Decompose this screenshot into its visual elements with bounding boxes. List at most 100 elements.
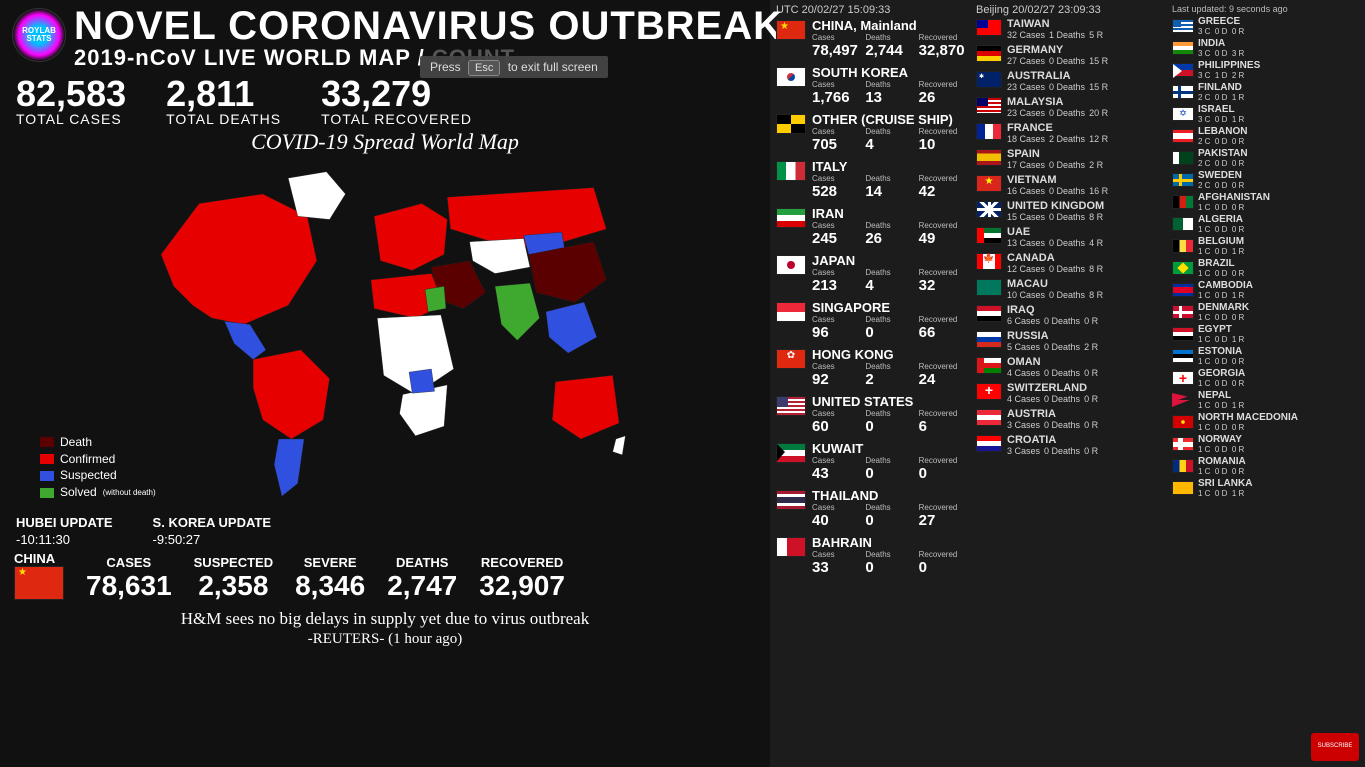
country-name: AUSTRALIA [1007, 70, 1164, 82]
flag-icon [1172, 195, 1194, 209]
country-name: BELGIUM [1198, 236, 1361, 247]
recovered-value: 27 [919, 512, 968, 529]
legend-swatch [40, 488, 54, 498]
china-stat-value: 8,346 [295, 570, 365, 602]
cases-text: 27 Cases [1007, 56, 1045, 66]
china-stat: DEATHS 2,747 [387, 555, 457, 602]
country-name: ALGERIA [1198, 214, 1361, 225]
c-text: 2 C [1198, 159, 1210, 168]
china-stat-header: CASES [86, 555, 172, 570]
country-name: DENMARK [1198, 302, 1361, 313]
map-region-sa-south [274, 439, 304, 496]
r-text: 1 R [1232, 291, 1244, 300]
flag-icon [1172, 107, 1194, 121]
flag-icon [776, 208, 806, 228]
country-name: TAIWAN [1007, 18, 1164, 30]
stat-label: Cases [812, 315, 861, 324]
deaths-value: 0 [865, 559, 914, 576]
cases-value: 96 [812, 324, 861, 341]
d-text: 0 D [1215, 159, 1227, 168]
recovered-value: 0 [919, 465, 968, 482]
flag-icon [1172, 85, 1194, 99]
map-region-angola [409, 369, 434, 393]
country-row: ROMANIA 1 C 0 D 0 R [1172, 456, 1361, 476]
country-name: UAE [1007, 226, 1164, 238]
country-name: UNITED STATES [812, 394, 968, 409]
cases-value: 213 [812, 277, 861, 294]
country-col-1: UTC 20/02/27 15:09:33 CHINA, Mainland Ca… [770, 0, 972, 767]
c-text: 3 C [1198, 71, 1210, 80]
country-row: OMAN 4 Cases0 Deaths0 R [976, 356, 1164, 378]
country-name: CHINA, Mainland [812, 18, 968, 33]
deaths-value: 4 [865, 277, 914, 294]
country-row: VIETNAM 16 Cases0 Deaths16 R [976, 174, 1164, 196]
country-name: SWEDEN [1198, 170, 1361, 181]
world-map: DeathConfirmedSuspectedSolved (without d… [20, 159, 760, 509]
country-name: SPAIN [1007, 148, 1164, 160]
china-stat: SUSPECTED 2,358 [194, 555, 273, 602]
main-panel: ROYLAB STATS NOVEL CORONAVIRUS OUTBREAK … [0, 0, 770, 767]
stat-label: Deaths [865, 503, 914, 512]
country-row: RUSSIA 5 Cases0 Deaths2 R [976, 330, 1164, 352]
flag-icon [976, 175, 1002, 192]
d-text: 0 D [1215, 357, 1227, 366]
deaths-value: 2,744 [865, 42, 914, 59]
r-text: 0 R [1232, 225, 1244, 234]
country-name: CROATIA [1007, 434, 1164, 446]
flag-icon [776, 114, 806, 134]
r-text: 0 R [1232, 313, 1244, 322]
c-text: 1 C [1198, 401, 1210, 410]
country-name: EGYPT [1198, 324, 1361, 335]
cases-value: 245 [812, 230, 861, 247]
c-text: 2 C [1198, 137, 1210, 146]
flag-icon [976, 71, 1002, 88]
china-stats-row: CHINA CASES 78,631 SUSPECTED 2,358 SEVER… [14, 551, 760, 605]
deaths-text: 0 Deaths [1049, 108, 1085, 118]
flag-icon [976, 123, 1002, 140]
country-row: UNITED KINGDOM 15 Cases0 Deaths8 R [976, 200, 1164, 222]
recovered-text: 20 R [1089, 108, 1108, 118]
c-text: 1 C [1198, 445, 1210, 454]
country-row: SPAIN 17 Cases0 Deaths2 R [976, 148, 1164, 170]
deaths-text: 2 Deaths [1049, 134, 1085, 144]
recovered-value: 32,870 [919, 42, 968, 59]
c-text: 3 C [1198, 27, 1210, 36]
country-list-1: CHINA, Mainland Cases78,497 Deaths2,744 … [776, 18, 968, 576]
deaths-text: 0 Deaths [1049, 264, 1085, 274]
stat-label: Cases [812, 221, 861, 230]
country-name: NEPAL [1198, 390, 1361, 401]
recovered-text: 15 R [1089, 56, 1108, 66]
r-text: 1 R [1232, 489, 1244, 498]
country-name: ITALY [812, 159, 968, 174]
country-name: OMAN [1007, 356, 1164, 368]
cases-text: 3 Cases [1007, 446, 1040, 456]
country-name: INDIA [1198, 38, 1361, 49]
country-name: AFGHANISTAN [1198, 192, 1361, 203]
recovered-text: 0 R [1084, 420, 1098, 430]
cases-text: 4 Cases [1007, 394, 1040, 404]
deaths-text: 0 Deaths [1049, 186, 1085, 196]
recovered-value: 66 [919, 324, 968, 341]
country-card: CHINA, Mainland Cases78,497 Deaths2,744 … [776, 18, 968, 59]
flag-icon [1172, 481, 1194, 495]
total-cases: 82,583 TOTAL CASES [16, 73, 126, 127]
country-card: HONG KONG Cases92 Deaths2 Recovered24 [776, 347, 968, 388]
flag-icon [776, 161, 806, 181]
c-text: 2 C [1198, 181, 1210, 190]
stat-label: Recovered [919, 456, 968, 465]
country-row: DENMARK 1 C 0 D 0 R [1172, 302, 1361, 322]
flag-icon [776, 302, 806, 322]
country-row: TAIWAN 32 Cases1 Deaths5 R [976, 18, 1164, 40]
deaths-text: 0 Deaths [1049, 290, 1085, 300]
hubei-update-label: HUBEI UPDATE [16, 515, 113, 530]
country-name: GREECE [1198, 16, 1361, 27]
d-text: 0 D [1215, 27, 1227, 36]
country-row: BELGIUM 1 C 0 D 1 R [1172, 236, 1361, 256]
subscribe-button[interactable]: SUBSCRIBE [1311, 733, 1359, 761]
c-text: 1 C [1198, 203, 1210, 212]
stat-label: Cases [812, 409, 861, 418]
country-name: VIETNAM [1007, 174, 1164, 186]
total-recovered: 33,279 TOTAL RECOVERED [321, 73, 472, 127]
flag-icon [1172, 129, 1194, 143]
last-updated: Last updated: 9 seconds ago [1172, 4, 1361, 14]
